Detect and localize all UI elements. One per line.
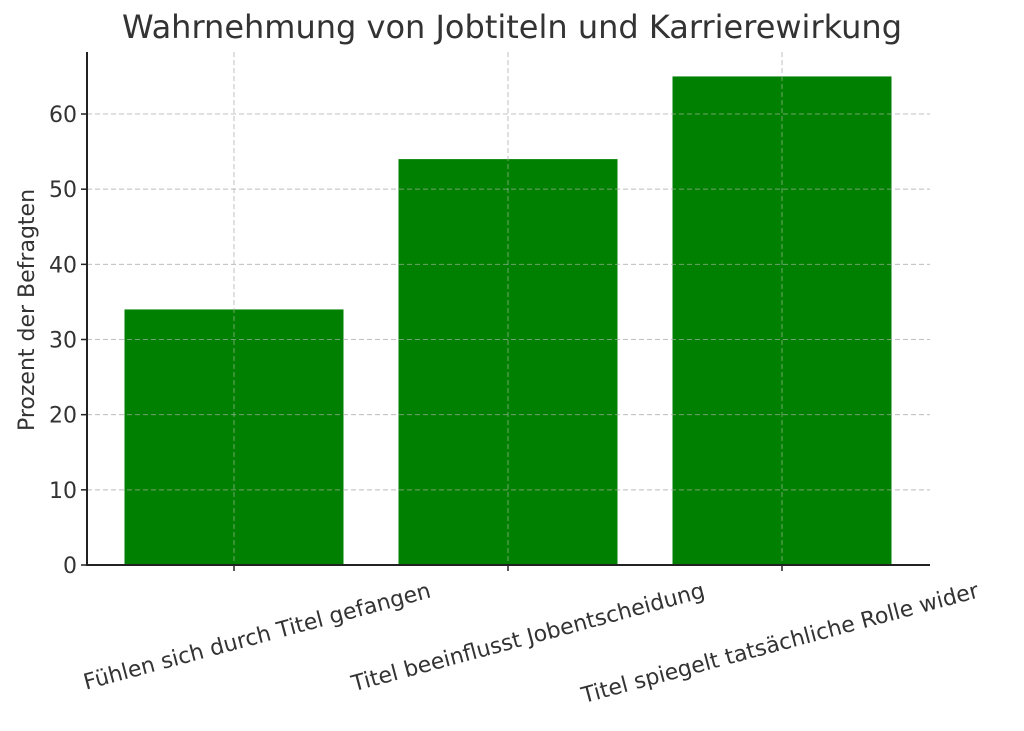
chart-title: Wahrnehmung von Jobtiteln und Karrierewi… [121,8,903,46]
bars [87,52,930,565]
y-tick-label: 60 [49,103,77,128]
y-tick-label: 10 [49,479,77,504]
y-tick-label: 0 [63,554,77,579]
y-axis-ticks: 0 10 20 30 40 50 60 [49,103,87,579]
y-tick-label: 30 [49,329,77,354]
bar [398,159,618,565]
y-tick-label: 20 [49,404,77,429]
y-tick-label: 40 [49,253,77,278]
y-tick-label: 50 [49,178,77,203]
y-axis-label: Prozent der Befragten [15,189,40,431]
